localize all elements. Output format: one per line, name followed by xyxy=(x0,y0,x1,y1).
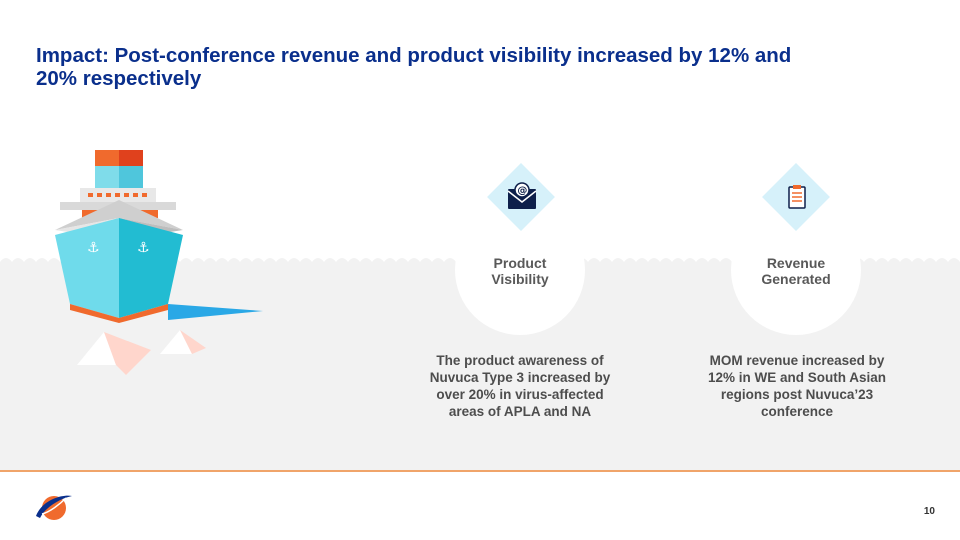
company-logo xyxy=(36,495,72,520)
ship-illustration: ⚓ ⚓ xyxy=(55,150,263,375)
card-label-line2: Generated xyxy=(761,271,831,287)
clipboard-icon xyxy=(780,180,814,214)
page-title: Impact: Post-conference revenue and prod… xyxy=(36,44,792,90)
card-label-line2: Visibility xyxy=(491,271,549,287)
email-icon: @ xyxy=(505,180,539,214)
svg-text:@: @ xyxy=(517,186,527,197)
page-number: 10 xyxy=(923,506,935,517)
card-label: Revenue Generated xyxy=(731,255,861,287)
card-label: Product Visibility xyxy=(455,255,585,287)
card-description: The product awareness of Nuvuca Type 3 i… xyxy=(429,353,611,419)
card-label-line1: Revenue xyxy=(766,255,826,271)
svg-text:⚓: ⚓ xyxy=(137,240,150,256)
footer-divider xyxy=(0,470,960,472)
card-label-line1: Product xyxy=(493,255,547,271)
svg-text:⚓: ⚓ xyxy=(87,240,100,256)
card-description: MOM revenue increased by 12% in WE and S… xyxy=(707,353,887,419)
